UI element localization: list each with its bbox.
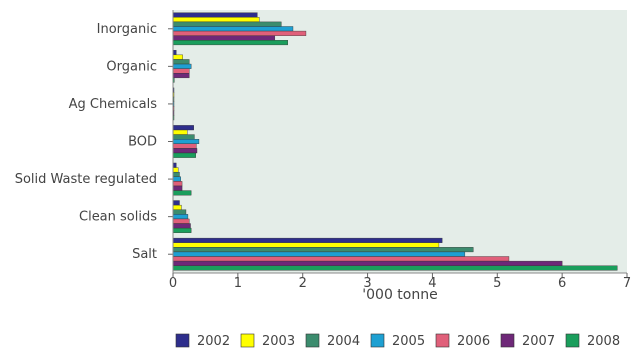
bar-organic-2004 — [172, 59, 190, 65]
x-axis-title: '000 tonne — [362, 287, 437, 303]
bar-salt-2006 — [172, 256, 510, 262]
legend-swatch-2008 — [565, 333, 580, 348]
category-label: Salt — [132, 247, 157, 262]
legend-label: 2008 — [587, 334, 620, 349]
bar-salt-2007 — [172, 260, 563, 266]
axes-group — [168, 10, 628, 278]
bars-group — [172, 12, 618, 271]
bar-salt-2008 — [172, 265, 618, 271]
bar-inorganic-2005 — [172, 26, 294, 32]
bar-bod-2007 — [172, 148, 198, 154]
bar-bod-2004 — [172, 134, 195, 140]
x-tick-label: 6 — [558, 276, 566, 291]
bar-inorganic-2004 — [172, 21, 282, 27]
category-labels: Inorganic Organic Ag Chemicals BOD Solid Was… — [15, 22, 158, 262]
bar-bod-2002 — [172, 125, 194, 131]
x-tick-label: 4 — [428, 276, 436, 291]
bar-inorganic-2006 — [172, 30, 307, 36]
bar-solid-waste-regulated-2008 — [172, 190, 192, 196]
legend-label: 2004 — [327, 334, 360, 349]
category-label: Inorganic — [97, 22, 157, 37]
bar-clean-solids-2003 — [172, 204, 182, 210]
legend-label: 2005 — [392, 334, 425, 349]
category-label: BOD — [128, 135, 157, 150]
legend-label: 2003 — [262, 334, 295, 349]
legend-label: 2002 — [197, 334, 230, 349]
bar-clean-solids-2008 — [172, 227, 192, 233]
bar-solid-waste-regulated-2004 — [172, 171, 180, 177]
bar-solid-waste-regulated-2007 — [172, 185, 183, 191]
bar-inorganic-2002 — [172, 12, 258, 18]
category-label: Ag Chemicals — [69, 97, 158, 112]
bar-inorganic-2007 — [172, 35, 276, 41]
bar-bod-2003 — [172, 129, 188, 135]
x-tick-label: 1 — [234, 276, 242, 291]
legend: 2002 2003 2004 2005 2006 2007 2008 — [175, 333, 620, 349]
category-label: Clean solids — [79, 210, 157, 225]
bar-bod-2008 — [172, 152, 196, 158]
x-tick-label: 2 — [299, 276, 307, 291]
x-tick-label: 3 — [363, 276, 371, 291]
bar-organic-2006 — [172, 68, 190, 74]
bar-organic-2007 — [172, 73, 190, 79]
bar-clean-solids-2004 — [172, 209, 187, 215]
bar-salt-2005 — [172, 251, 466, 257]
bar-salt-2003 — [172, 242, 440, 248]
bar-inorganic-2003 — [172, 17, 260, 23]
bar-inorganic-2008 — [172, 40, 288, 46]
bar-bod-2006 — [172, 143, 197, 149]
bar-clean-solids-2007 — [172, 223, 191, 229]
legend-label: 2006 — [457, 334, 490, 349]
legend-swatch-2004 — [305, 333, 320, 348]
category-label: Solid Waste regulated — [15, 172, 157, 187]
legend-swatch-2007 — [500, 333, 515, 348]
bar-solid-waste-regulated-2006 — [172, 181, 183, 187]
bar-salt-2004 — [172, 247, 474, 253]
bar-clean-solids-2005 — [172, 214, 189, 220]
bar-bod-2005 — [172, 138, 200, 144]
bar-clean-solids-2006 — [172, 218, 190, 224]
legend-swatch-2002 — [175, 333, 190, 348]
bar-clean-solids-2002 — [172, 200, 180, 206]
legend-label: 2007 — [522, 334, 555, 349]
bar-organic-2003 — [172, 54, 183, 60]
x-tick-label: 7 — [623, 276, 631, 291]
legend-swatch-2006 — [435, 333, 450, 348]
category-label: Organic — [106, 59, 157, 74]
bar-salt-2002 — [172, 237, 443, 243]
tick-labels: 0 1 2 3 4 5 6 7 — [169, 276, 631, 291]
plot-background — [173, 10, 627, 273]
x-tick-label: 0 — [169, 276, 177, 291]
bar-organic-2005 — [172, 63, 192, 69]
legend-swatch-2005 — [370, 333, 385, 348]
legend-swatch-2003 — [240, 333, 255, 348]
bar-solid-waste-regulated-2005 — [172, 176, 181, 182]
x-tick-label: 5 — [493, 276, 501, 291]
bar-solid-waste-regulated-2003 — [172, 167, 179, 173]
